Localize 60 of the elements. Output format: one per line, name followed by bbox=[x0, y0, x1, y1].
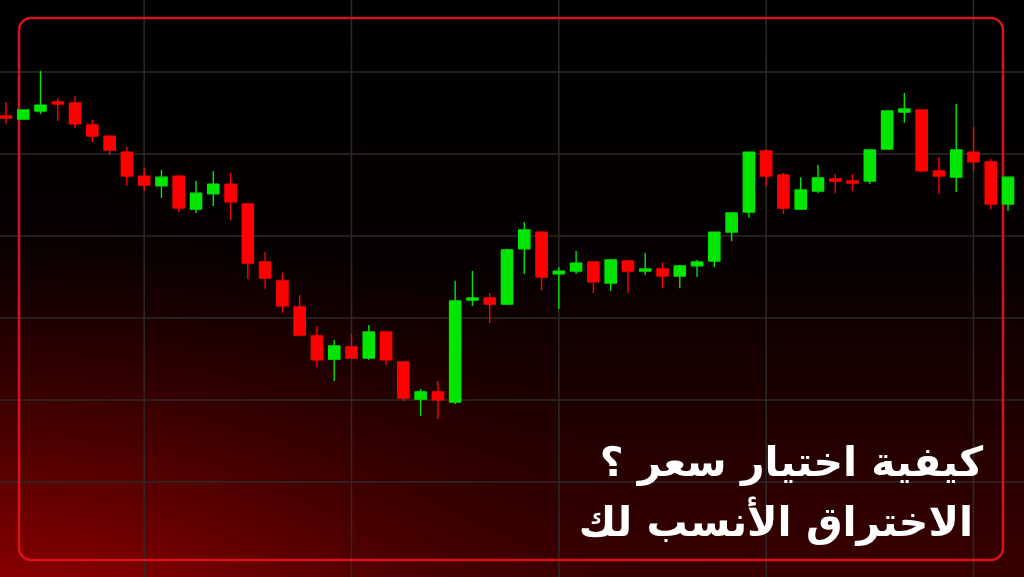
candlestick bbox=[103, 134, 116, 156]
candlestick bbox=[915, 109, 928, 173]
candlestick bbox=[587, 261, 600, 294]
candlestick bbox=[345, 333, 358, 359]
candlestick bbox=[431, 380, 445, 420]
candlestick bbox=[448, 280, 462, 405]
candlestick bbox=[535, 230, 548, 291]
candlestick bbox=[86, 119, 99, 143]
candlestick bbox=[604, 258, 617, 292]
candlestick bbox=[828, 173, 842, 194]
candlestick bbox=[759, 148, 773, 187]
candlestick bbox=[638, 252, 652, 276]
candlestick bbox=[656, 261, 669, 289]
candlestick bbox=[16, 109, 30, 120]
candlestick bbox=[206, 170, 220, 207]
candlestick bbox=[414, 388, 427, 417]
candlestick bbox=[673, 264, 687, 289]
candlestick bbox=[880, 110, 894, 150]
candlestick bbox=[621, 259, 635, 294]
candlestick bbox=[794, 176, 808, 210]
candlestick bbox=[51, 97, 65, 122]
candlestick bbox=[379, 331, 393, 366]
candlestick bbox=[224, 172, 237, 221]
candlestick bbox=[569, 250, 583, 275]
candlestick bbox=[483, 292, 497, 324]
candlestick bbox=[310, 325, 324, 368]
candlestick bbox=[708, 231, 721, 268]
candlestick bbox=[777, 172, 790, 215]
candlestick bbox=[397, 361, 410, 402]
candlestick bbox=[811, 164, 825, 194]
candlestick bbox=[327, 339, 341, 382]
candlestick bbox=[898, 92, 911, 124]
candlestick bbox=[690, 259, 704, 278]
candlestick bbox=[155, 169, 168, 199]
candlestick bbox=[725, 212, 738, 242]
candlestick bbox=[552, 266, 566, 310]
candlestick bbox=[500, 248, 514, 306]
candlestick bbox=[984, 158, 998, 210]
candlestick bbox=[258, 251, 272, 290]
candlestick bbox=[863, 149, 877, 185]
candlestick bbox=[846, 173, 859, 192]
candlestick bbox=[0, 101, 13, 125]
candlestick bbox=[362, 324, 376, 361]
candlestick bbox=[517, 221, 531, 275]
candlestick bbox=[949, 103, 963, 193]
candlestick bbox=[120, 146, 134, 187]
candlestick bbox=[241, 203, 255, 280]
candlestick bbox=[967, 126, 980, 172]
candlestick bbox=[137, 167, 151, 192]
candlestick bbox=[172, 174, 186, 213]
candlestick bbox=[189, 180, 203, 214]
candlestick bbox=[742, 151, 756, 219]
candlestick bbox=[68, 95, 82, 129]
candlestick bbox=[293, 294, 306, 337]
candlestick bbox=[276, 272, 289, 314]
candlestick bbox=[932, 156, 946, 195]
candlestick bbox=[34, 70, 47, 115]
candlestick bbox=[1001, 176, 1015, 212]
candlestick bbox=[466, 270, 479, 307]
text: كيفية اختيار سعر ؟ الاختراق الأنسب لك bbox=[578, 438, 984, 546]
